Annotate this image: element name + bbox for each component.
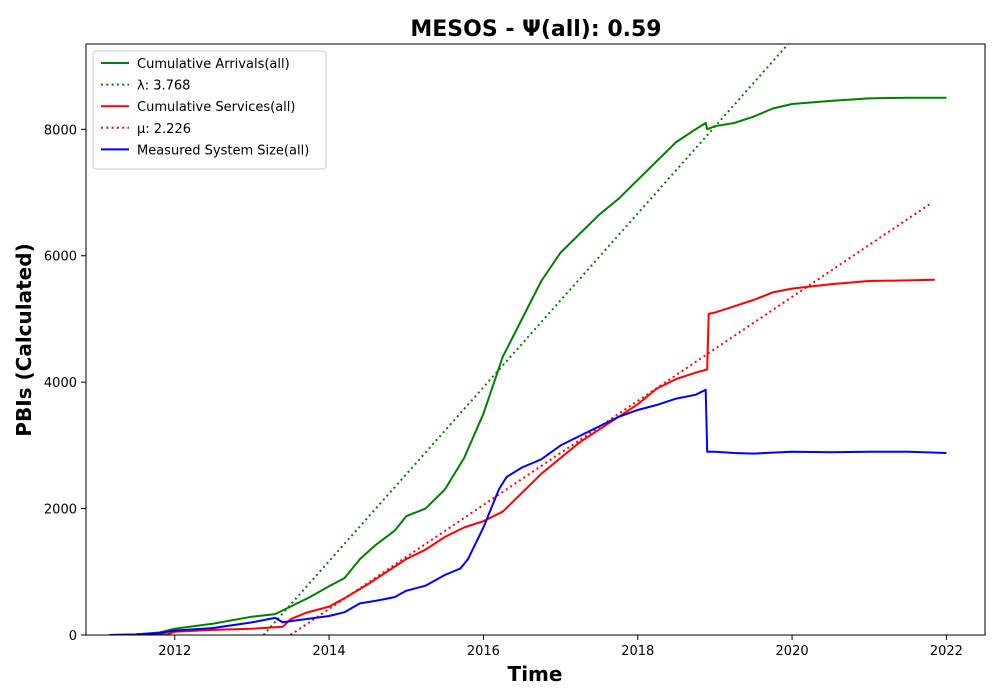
series-line-4 xyxy=(109,388,947,635)
x-tick-label: 2020 xyxy=(776,644,809,659)
series-line-1 xyxy=(262,44,789,635)
legend-entry: Measured System Size(all) xyxy=(137,143,309,158)
x-tick-label: 2016 xyxy=(467,644,500,659)
chart-title: MESOS - Ψ(all): 0.59 xyxy=(410,17,661,42)
legend-entry: λ: 3.768 xyxy=(137,79,190,94)
y-axis-label: PBIs (Calculated) xyxy=(12,243,36,436)
legend-box xyxy=(92,50,327,170)
x-tick-label: 2014 xyxy=(313,644,346,659)
series-line-0 xyxy=(109,96,947,635)
y-tick-label: 2000 xyxy=(44,503,77,518)
y-tick-label: 8000 xyxy=(44,123,77,138)
x-axis: 2012 2014 2016 2018 2020 2022 xyxy=(158,635,963,659)
x-tick-label: 2022 xyxy=(930,644,963,659)
y-tick-label: 4000 xyxy=(44,376,77,391)
series-line-3 xyxy=(289,202,932,635)
legend: Cumulative Arrivals(all) λ: 3.768 Cumulati… xyxy=(92,50,327,170)
y-axis: 0 2000 4000 6000 8000 xyxy=(44,123,86,644)
x-tick-label: 2018 xyxy=(621,644,654,659)
plot-area xyxy=(109,44,947,635)
y-tick-label: 0 xyxy=(69,629,77,644)
x-tick-label: 2012 xyxy=(158,644,191,659)
legend-entry: Cumulative Arrivals(all) xyxy=(137,57,290,72)
series-line-2 xyxy=(109,278,935,635)
plot-frame xyxy=(85,43,986,636)
legend-entry: Cumulative Services(all) xyxy=(137,100,295,115)
legend-entry: μ: 2.226 xyxy=(137,122,191,137)
y-tick-label: 6000 xyxy=(44,250,77,265)
x-axis-label: Time xyxy=(508,662,563,686)
